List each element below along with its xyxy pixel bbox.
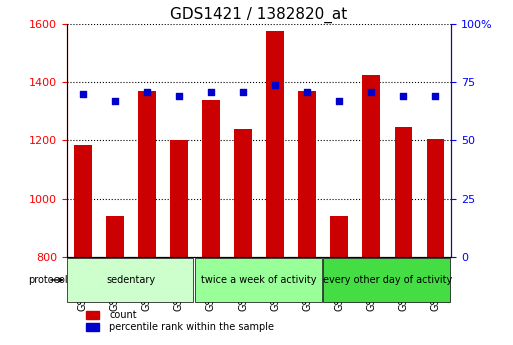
Bar <box>138 91 155 257</box>
Bar <box>106 216 124 257</box>
Point <box>303 89 311 94</box>
Point <box>239 89 247 94</box>
Bar <box>330 216 348 257</box>
Point <box>431 93 440 99</box>
Point <box>207 89 215 94</box>
Point <box>111 98 119 104</box>
Bar <box>363 75 380 257</box>
Bar <box>86 323 100 331</box>
Text: twice a week of activity: twice a week of activity <box>201 275 317 285</box>
Bar <box>234 129 252 257</box>
Point <box>271 82 279 87</box>
Bar <box>86 311 100 319</box>
Point <box>399 93 407 99</box>
FancyBboxPatch shape <box>195 258 322 302</box>
Bar <box>202 100 220 257</box>
Bar <box>266 31 284 257</box>
Text: count: count <box>109 310 136 320</box>
Bar <box>427 139 444 257</box>
Bar <box>74 145 91 257</box>
Point <box>335 98 343 104</box>
Title: GDS1421 / 1382820_at: GDS1421 / 1382820_at <box>170 7 348 23</box>
Bar <box>394 127 412 257</box>
Text: sedentary: sedentary <box>106 275 155 285</box>
Point <box>367 89 376 94</box>
Point <box>175 93 183 99</box>
Point <box>143 89 151 94</box>
FancyBboxPatch shape <box>323 258 450 302</box>
Bar <box>170 140 188 257</box>
Bar <box>299 91 316 257</box>
Text: percentile rank within the sample: percentile rank within the sample <box>109 322 274 332</box>
Point <box>78 91 87 97</box>
Text: every other day of activity: every other day of activity <box>323 275 452 285</box>
FancyBboxPatch shape <box>67 258 193 302</box>
Text: protocol: protocol <box>28 275 68 285</box>
